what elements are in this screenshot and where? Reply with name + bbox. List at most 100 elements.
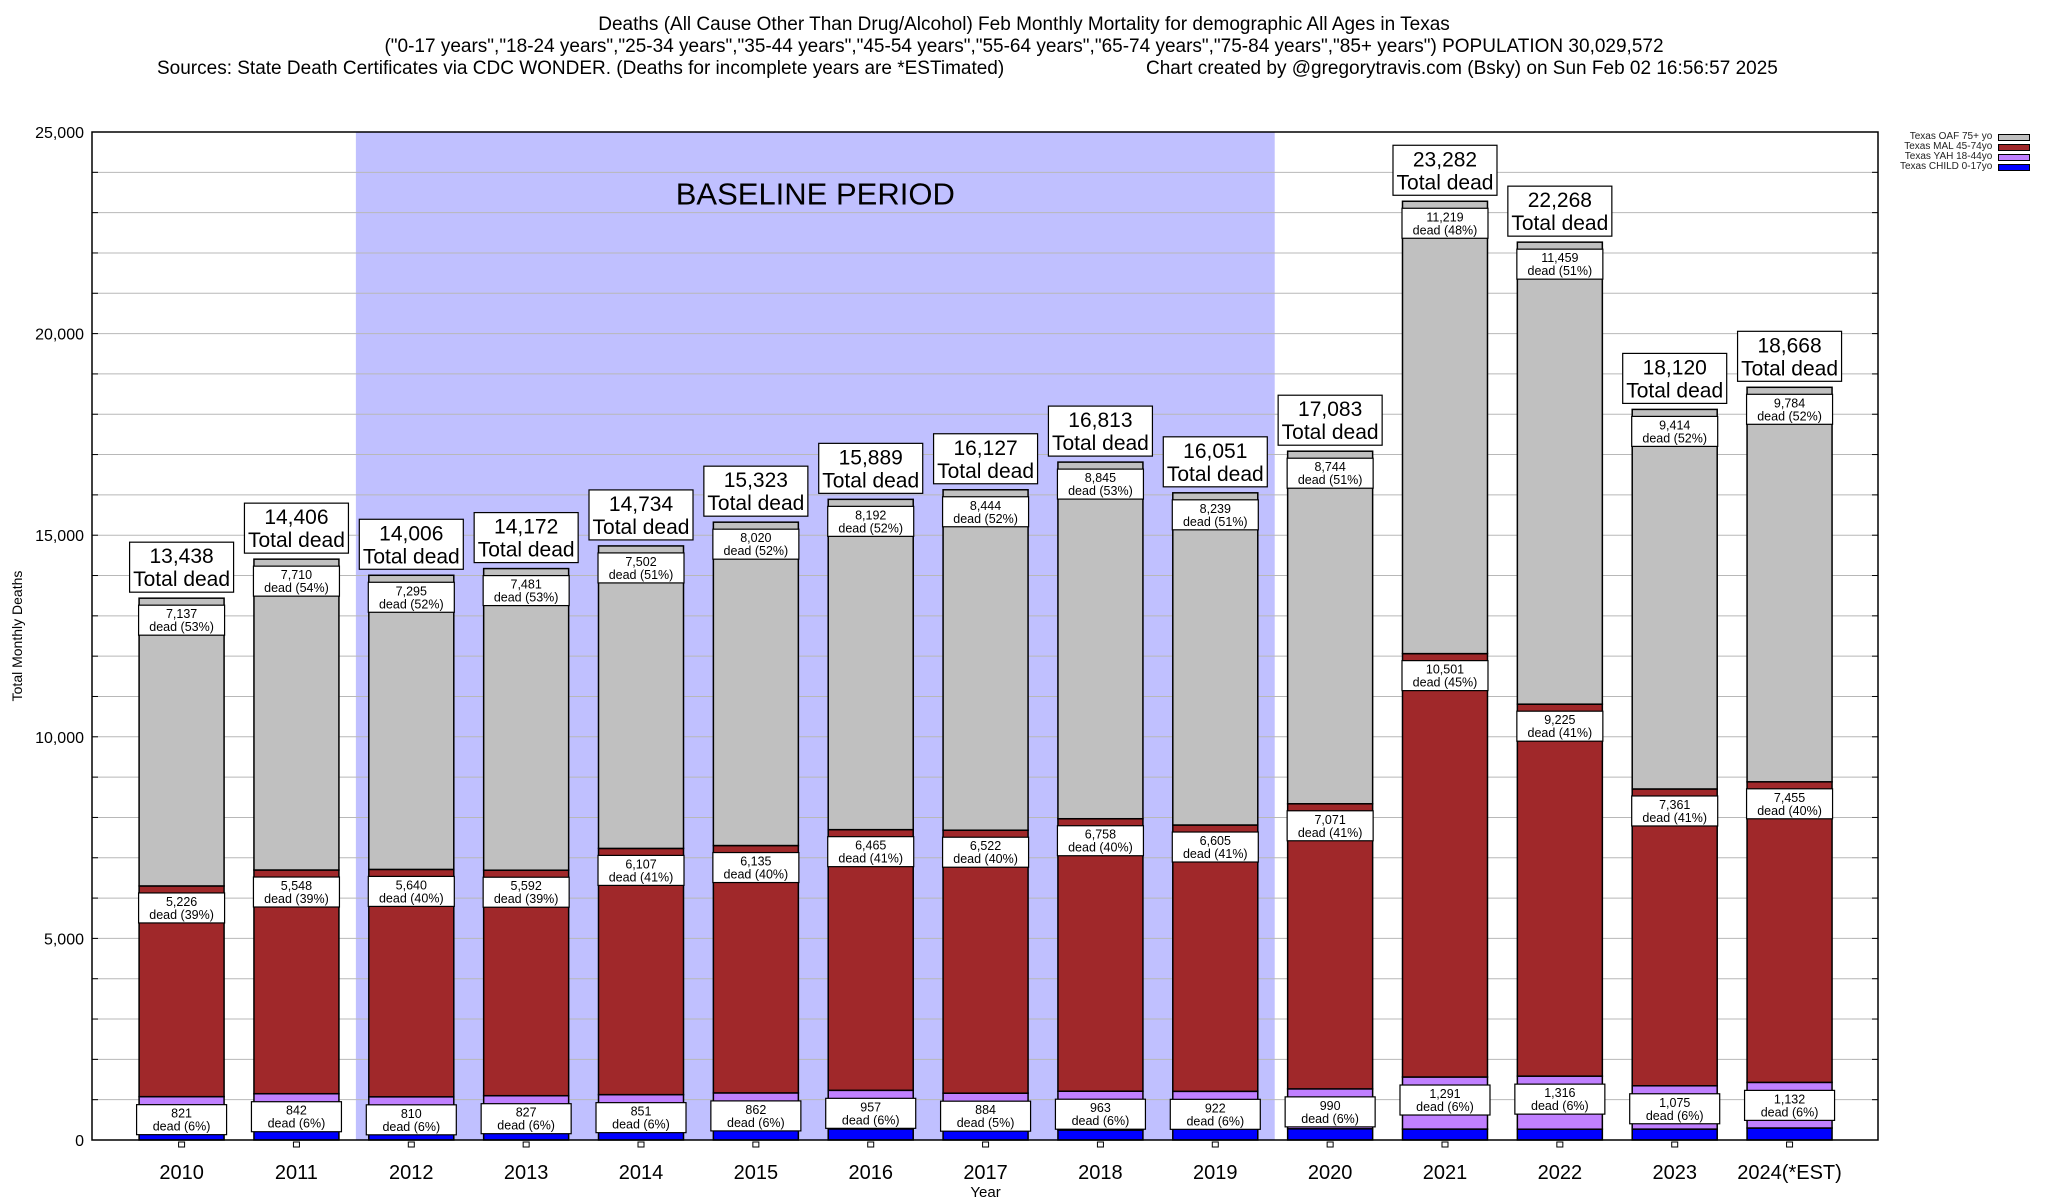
x-tick-marker [1786, 1141, 1794, 1148]
segment-label-box [1171, 499, 1259, 531]
total-label-box [1277, 394, 1383, 446]
bar-segment-oaf [1746, 386, 1833, 783]
segment-value-label: 842 [286, 1104, 307, 1118]
x-tick-marker [1556, 1141, 1564, 1148]
bar-segment-oaf [1516, 241, 1604, 705]
segment-percent-label: dead (41%) [1528, 726, 1593, 740]
total-text-label: Total dead [1052, 432, 1149, 455]
segment-label-box [1631, 795, 1719, 827]
x-tick-marker [1326, 1141, 1334, 1148]
segment-label-box [1514, 1083, 1606, 1115]
total-text-label: Total dead [133, 568, 230, 591]
bar-segment-mal [1172, 824, 1259, 1093]
y-tick-label: 25,000 [35, 125, 84, 142]
bar-segment-mal [712, 844, 800, 1094]
y-tick-label: 10,000 [35, 730, 84, 747]
bar-segment-mal [1631, 788, 1718, 1087]
total-text-label: Total dead [822, 469, 919, 492]
chart-source-line: Sources: State Death Certificates via CD… [0, 58, 2048, 146]
segment-value-label: 963 [1090, 1101, 1111, 1115]
segment-percent-label: dead (51%) [609, 568, 674, 582]
x-tick-marker [292, 1141, 300, 1148]
segment-label-box [365, 1104, 457, 1136]
total-label-box [703, 465, 809, 517]
segment-value-label: 957 [860, 1100, 881, 1114]
segment-value-label: 6,465 [855, 839, 886, 853]
segment-percent-label: dead (5%) [957, 1116, 1015, 1130]
segment-percent-label: dead (41%) [838, 852, 903, 866]
bar-segment-oaf [253, 558, 340, 871]
segment-value-label: 8,845 [1085, 471, 1116, 485]
segment-value-label: 1,075 [1659, 1096, 1690, 1110]
total-value-label: 18,668 [1757, 334, 1821, 357]
bar-segment-mal [1516, 703, 1604, 1077]
segment-label-box [482, 876, 570, 908]
bar-segment-oaf [597, 545, 685, 850]
legend-item-yah: Texas YAH 18-44yo [1900, 152, 2031, 162]
segment-value-label: 1,316 [1544, 1086, 1575, 1100]
total-label-box [1507, 185, 1613, 237]
total-label-box [243, 502, 350, 554]
segment-value-label: 7,071 [1314, 813, 1345, 827]
x-tick-marker [522, 1141, 530, 1148]
total-label-box [1047, 405, 1154, 457]
total-value-label: 17,083 [1298, 398, 1362, 421]
segment-value-label: 7,455 [1774, 791, 1805, 805]
segment-percent-label: dead (41%) [1642, 811, 1707, 825]
bar-segment-mal [1286, 803, 1374, 1090]
segment-label-box [252, 876, 341, 908]
segment-value-label: 990 [1320, 1099, 1341, 1113]
segment-label-box [1631, 415, 1719, 448]
total-text-label: Total dead [593, 516, 690, 539]
baseline-period-label: BASELINE PERIOD [676, 177, 955, 212]
segment-percent-label: dead (6%) [268, 1117, 326, 1131]
segment-value-label: 7,710 [281, 568, 312, 582]
legend-swatch [1998, 133, 2031, 141]
segment-value-label: 5,226 [166, 895, 197, 909]
bar-segment-oaf [1631, 408, 1718, 790]
segment-percent-label: dead (41%) [1183, 847, 1248, 861]
segment-percent-label: dead (40%) [724, 868, 789, 882]
segment-label-box [710, 1100, 802, 1132]
chart-title: Deaths (All Cause Other Than Drug/Alcoho… [598, 14, 1450, 35]
bar-segment-mal [942, 829, 1029, 1094]
segment-percent-label: dead (51%) [1528, 264, 1593, 278]
segment-percent-label: dead (39%) [149, 908, 214, 922]
total-value-label: 22,268 [1528, 189, 1592, 212]
x-tick-label: 2015 [734, 1162, 779, 1184]
total-text-label: Total dead [1741, 357, 1838, 380]
total-text-label: Total dead [1397, 171, 1494, 194]
total-value-label: 14,406 [264, 506, 328, 529]
segment-label-box [1743, 1089, 1836, 1121]
x-tick-label: 2018 [1078, 1162, 1123, 1184]
total-value-label: 18,120 [1643, 356, 1707, 379]
x-tick-label: 2013 [504, 1162, 549, 1184]
bar-segment-oaf [827, 498, 914, 831]
segment-percent-label: dead (51%) [1183, 515, 1248, 529]
legend-label: Texas CHILD 0-17yo [1900, 161, 1993, 172]
bar-segment-child [1172, 1127, 1259, 1141]
x-tick-label: 2014 [619, 1162, 664, 1184]
bar-segment-child [1516, 1128, 1604, 1141]
segment-percent-label: dead (6%) [1416, 1100, 1474, 1114]
segment-value-label: 5,592 [511, 879, 542, 893]
total-text-label: Total dead [707, 492, 804, 515]
segment-label-box [1286, 457, 1374, 489]
x-tick-label: 2017 [963, 1162, 1008, 1184]
segment-percent-label: dead (39%) [494, 892, 559, 906]
segment-label-box [825, 1097, 917, 1129]
legend-item-oaf: Texas OAF 75+ yo [1900, 132, 2031, 142]
segment-label-box [1745, 393, 1834, 425]
segment-label-box [941, 496, 1030, 528]
segment-label-box [712, 851, 800, 884]
segment-label-box [137, 892, 226, 924]
segment-percent-label: dead (6%) [153, 1120, 211, 1134]
segment-percent-label: dead (52%) [838, 521, 903, 535]
segment-value-label: 922 [1205, 1101, 1226, 1115]
segment-value-label: 7,361 [1659, 798, 1690, 812]
chart-sources: Sources: State Death Certificates via CD… [157, 58, 1005, 79]
y-tick-label: 5,000 [44, 931, 84, 948]
segment-label-box [1401, 660, 1489, 692]
x-tick-label: 2020 [1308, 1162, 1353, 1184]
segment-percent-label: dead (52%) [379, 597, 444, 611]
